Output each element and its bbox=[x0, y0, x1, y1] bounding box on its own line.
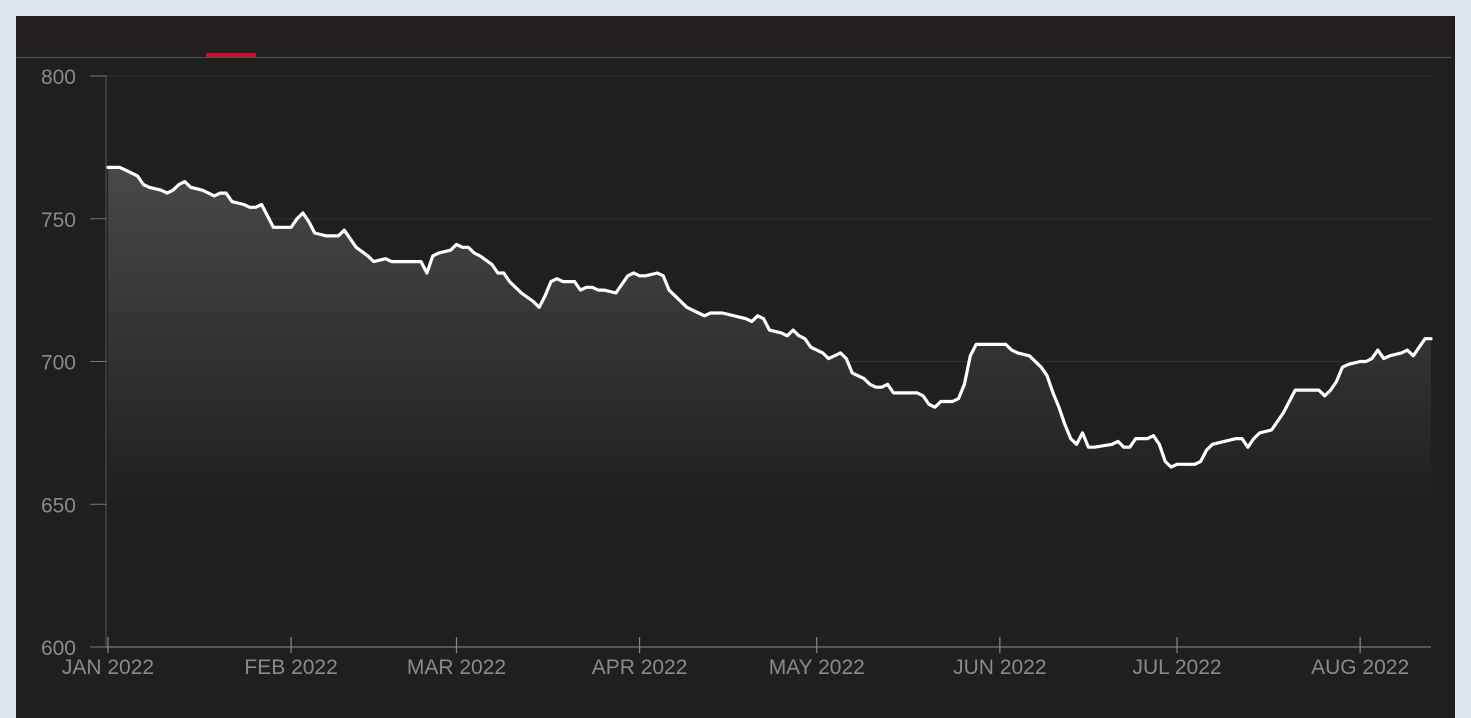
x-tick-label: APR 2022 bbox=[592, 656, 688, 679]
x-tick-label: MAR 2022 bbox=[407, 656, 506, 679]
page-right-strip bbox=[1455, 16, 1471, 718]
chart-header bbox=[16, 16, 1455, 57]
header-divider bbox=[16, 57, 1451, 58]
x-tick-label: FEB 2022 bbox=[244, 656, 337, 679]
x-tick-label: JUN 2022 bbox=[953, 656, 1046, 679]
x-tick-label: AUG 2022 bbox=[1311, 656, 1409, 679]
y-tick-label: 750 bbox=[41, 209, 76, 232]
series-area-fill bbox=[108, 167, 1431, 647]
y-tick-label: 650 bbox=[41, 494, 76, 517]
x-tick-label: JUL 2022 bbox=[1132, 656, 1221, 679]
line-chart: 600 650 700 750 800 JAN 2022 FEB 2022 MAR 2022… bbox=[16, 58, 1455, 718]
y-tick-label: 800 bbox=[41, 66, 76, 89]
series-line bbox=[106, 165, 1433, 469]
x-tick-label: JAN 2022 bbox=[62, 656, 154, 679]
y-axis-ticks: 600 650 700 750 800 bbox=[41, 66, 106, 660]
y-tick-label: 600 bbox=[41, 637, 76, 660]
chart-panel: 600 650 700 750 800 JAN 2022 FEB 2022 MAR 2022… bbox=[16, 16, 1455, 718]
active-tab-indicator[interactable] bbox=[206, 53, 256, 57]
x-tick-label: MAY 2022 bbox=[769, 656, 865, 679]
y-tick-label: 700 bbox=[41, 352, 76, 375]
page-top-strip bbox=[0, 0, 1471, 16]
x-axis-ticks: JAN 2022 FEB 2022 MAR 2022 APR 2022 MAY 2022… bbox=[62, 637, 1409, 679]
